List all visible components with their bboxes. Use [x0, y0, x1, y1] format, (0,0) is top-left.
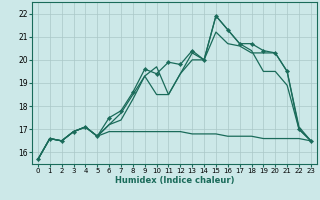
X-axis label: Humidex (Indice chaleur): Humidex (Indice chaleur): [115, 176, 234, 185]
